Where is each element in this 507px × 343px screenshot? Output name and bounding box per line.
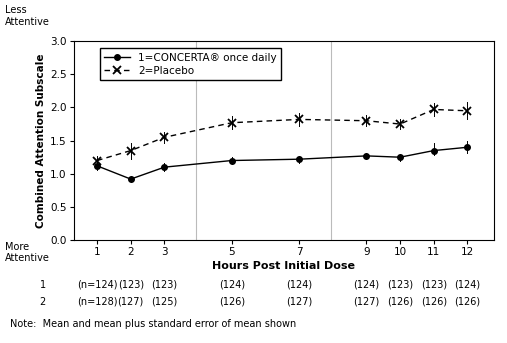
Text: More
Attentive: More Attentive — [5, 242, 50, 263]
Text: (124): (124) — [353, 280, 379, 289]
Y-axis label: Combined Attention Subscale: Combined Attention Subscale — [36, 54, 46, 228]
Text: (n=128): (n=128) — [77, 297, 117, 307]
Legend: 1=CONCERTA® once daily, 2=Placebo: 1=CONCERTA® once daily, 2=Placebo — [100, 48, 281, 80]
Text: (123): (123) — [421, 280, 447, 289]
Text: (126): (126) — [387, 297, 413, 307]
Text: (123): (123) — [387, 280, 413, 289]
Text: (123): (123) — [118, 280, 144, 289]
Text: (124): (124) — [219, 280, 245, 289]
Text: (126): (126) — [219, 297, 245, 307]
Text: 2: 2 — [40, 297, 46, 307]
Text: (127): (127) — [353, 297, 380, 307]
Text: (124): (124) — [286, 280, 312, 289]
Text: (126): (126) — [421, 297, 447, 307]
Text: (127): (127) — [118, 297, 144, 307]
Text: (126): (126) — [454, 297, 481, 307]
Text: Less
Attentive: Less Attentive — [5, 5, 50, 27]
Text: (127): (127) — [286, 297, 312, 307]
Text: (125): (125) — [151, 297, 177, 307]
Text: (n=124): (n=124) — [77, 280, 117, 289]
Text: Note:  Mean and mean plus standard error of mean shown: Note: Mean and mean plus standard error … — [10, 319, 297, 329]
X-axis label: Hours Post Initial Dose: Hours Post Initial Dose — [212, 261, 355, 271]
Text: (123): (123) — [152, 280, 177, 289]
Text: 1: 1 — [40, 280, 46, 289]
Text: (124): (124) — [454, 280, 481, 289]
